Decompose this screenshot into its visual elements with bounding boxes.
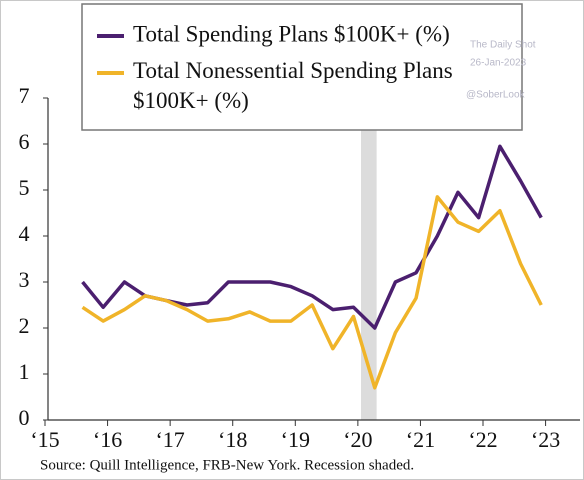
watermark: The Daily Shot	[470, 40, 536, 51]
x-tick-label: ‘19	[281, 427, 310, 452]
y-tick-label: 6	[19, 129, 30, 154]
watermark: 26-Jan-2023	[470, 58, 527, 69]
x-tick-label: ‘22	[468, 427, 497, 452]
legend-line: $100K+ (%)	[133, 88, 249, 113]
recession-shade	[360, 98, 377, 420]
y-tick-label: 4	[19, 221, 30, 246]
x-tick-label: ‘20	[343, 427, 372, 452]
x-tick-label: ‘21	[406, 427, 435, 452]
x-tick-label: ‘15	[30, 427, 59, 452]
y-tick-label: 3	[19, 267, 30, 292]
watermark: @SoberLook	[466, 90, 526, 101]
x-tick-label: ‘23	[531, 427, 560, 452]
series-line	[81, 195, 543, 390]
legend-label: Total Nonessential Spending Plans $100K+ …	[133, 58, 453, 113]
x-tick-label: ‘18	[218, 427, 247, 452]
source-note: Source: Quill Intelligence, FRB-New York…	[40, 457, 414, 473]
x-tick-label: ‘17	[155, 427, 184, 452]
y-tick-label: 5	[19, 175, 30, 200]
y-tick-label: 7	[19, 83, 30, 108]
legend-line: Total Nonessential Spending Plans	[133, 58, 453, 83]
y-tick-label: 1	[19, 359, 30, 384]
y-tick-label: 2	[19, 313, 30, 338]
y-tick-label: 0	[19, 405, 30, 430]
plot-area: 0 1 2 3 4 5 6 7 ‘15 ‘16 ‘17 ‘18 ‘19 ‘20 ‘21 ‘22 ‘23	[19, 83, 580, 452]
x-tick-label: ‘16	[93, 427, 122, 452]
legend-label: Total Spending Plans $100K+ (%)	[133, 21, 450, 46]
legend-box	[81, 3, 523, 131]
legend: Total Spending Plans $100K+ (%) Total Non…	[97, 21, 453, 113]
